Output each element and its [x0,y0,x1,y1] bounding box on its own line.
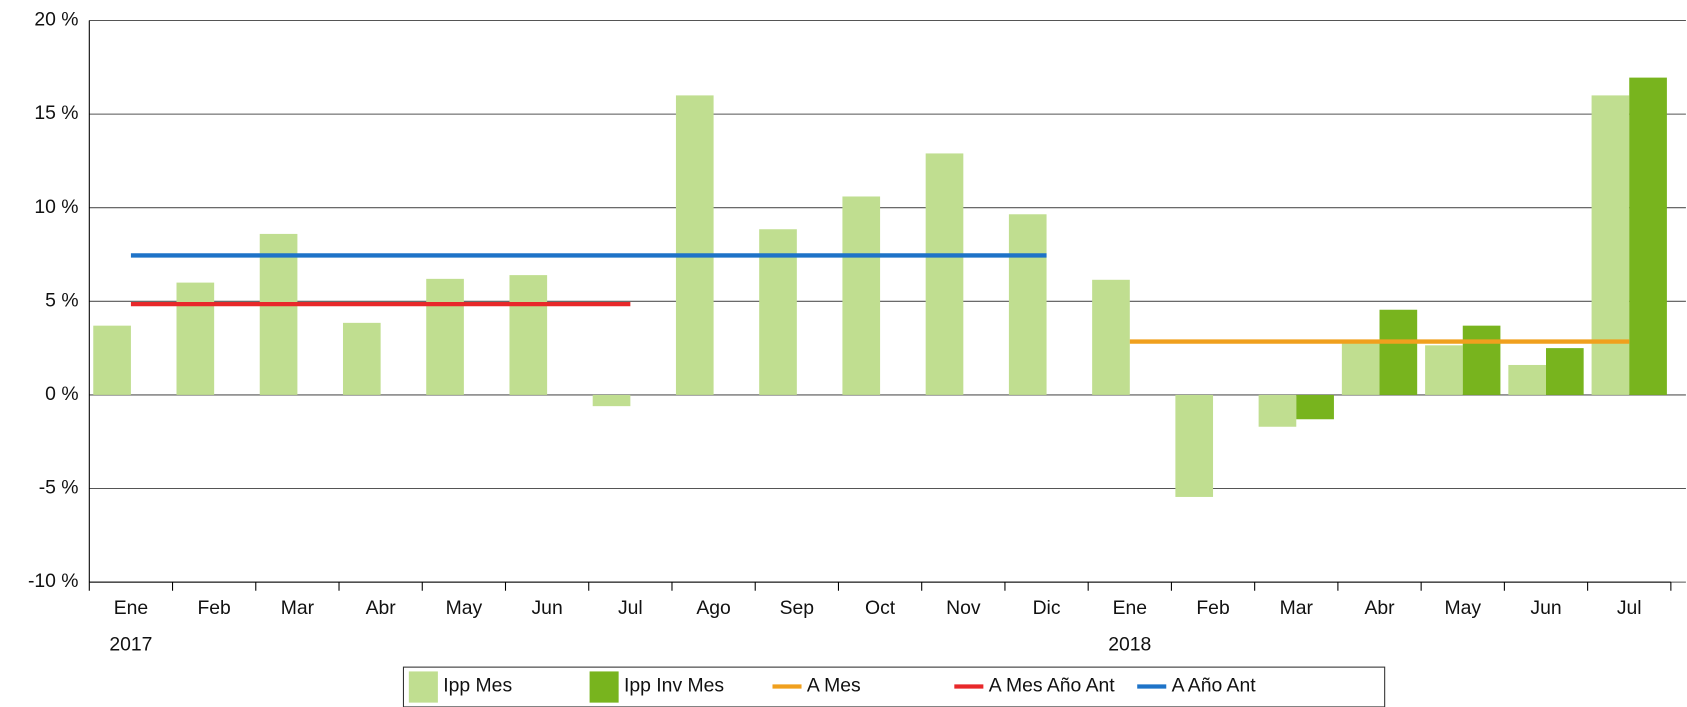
bar [1008,214,1047,395]
y-tick-label: 0 % [45,383,78,405]
x-tick-label: Ene [1113,597,1147,619]
bar [1629,77,1667,395]
bar [1425,345,1463,395]
x-group-label: 2017 [109,634,152,656]
x-group-label: 2018 [1108,634,1151,656]
legend-label: Ipp Mes [443,675,512,697]
y-tick-label: -10 % [28,570,79,592]
bar [509,275,548,395]
bar [1508,364,1547,395]
bar [1296,394,1334,420]
x-tick-label: Abr [1364,597,1395,619]
bar [176,282,215,395]
x-tick-label: Oct [865,597,896,619]
x-tick-label: Jun [532,597,563,619]
x-tick-label: Ago [696,597,730,619]
legend-label: Ipp Inv Mes [624,675,724,697]
x-tick-label: Abr [366,597,397,619]
bar [1092,279,1130,395]
bar [342,322,381,395]
bar [1462,325,1501,395]
legend [402,666,1386,707]
legend-label: A Mes Año Ant [989,675,1116,697]
bar [592,394,631,407]
x-tick-label: Jul [618,597,643,619]
y-tick-label: 20 % [34,9,78,31]
bar [426,278,464,395]
x-tick-label: Mar [281,597,315,619]
x-tick-label: Jul [1617,597,1642,619]
bar [1546,348,1584,395]
x-tick-label: Jun [1530,597,1561,619]
bar [842,196,881,395]
y-tick-label: -5 % [39,477,79,499]
legend-label: A Mes [807,675,861,697]
x-tick-label: Sep [780,597,814,619]
legend-label: A Año Ant [1172,675,1257,697]
bar [1379,309,1418,395]
x-tick-label: May [446,597,483,619]
y-tick-label: 15 % [34,102,78,124]
legend-swatch [589,671,619,703]
bar [93,325,131,395]
bar [1258,394,1297,427]
x-tick-label: Dic [1033,597,1061,619]
y-tick-label: 5 % [45,289,78,311]
bar [1341,342,1380,395]
bar [675,95,714,395]
bar [1175,394,1214,497]
x-tick-label: Mar [1280,597,1314,619]
bar [925,153,964,395]
x-tick-label: Nov [946,597,981,619]
x-tick-label: May [1444,597,1481,619]
bar [259,233,298,395]
y-tick-label: 10 % [34,196,78,218]
x-tick-label: Feb [1196,597,1229,619]
bar [1591,95,1630,395]
x-tick-label: Feb [197,597,230,619]
x-tick-label: Ene [114,597,148,619]
legend-swatch [408,671,438,703]
